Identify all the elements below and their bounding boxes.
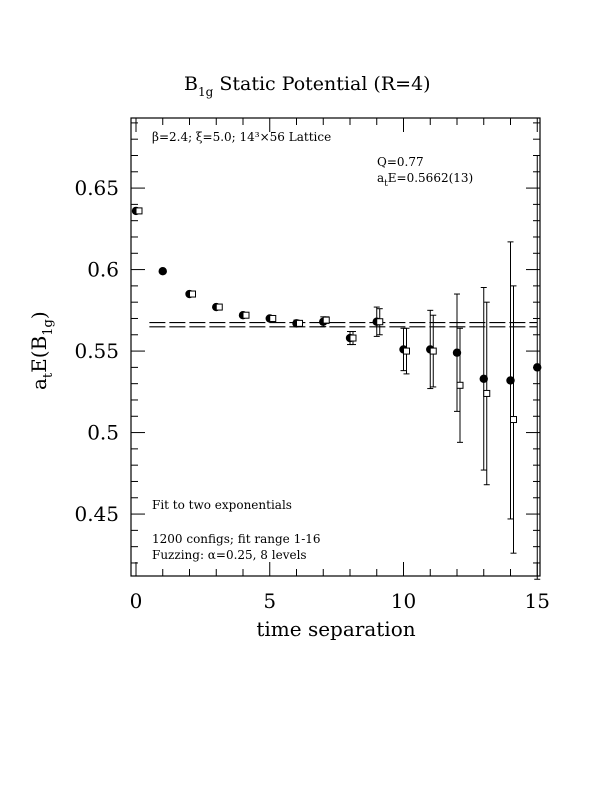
x-tick-label: 10 bbox=[391, 589, 416, 613]
data-point-circle bbox=[158, 267, 167, 276]
energy-label: atE=0.5662(13) bbox=[377, 171, 473, 189]
axis-ticks: 0 5 10 15 0.45 0.5 0.55 0.6 0.65 bbox=[74, 118, 550, 613]
x-tick-label: 5 bbox=[263, 589, 276, 613]
x-axis-label: time separation bbox=[256, 617, 415, 641]
data-point-square bbox=[456, 381, 464, 389]
data-point-square bbox=[376, 318, 384, 326]
data-point-square bbox=[429, 347, 437, 355]
x-tick-label: 15 bbox=[525, 589, 550, 613]
y-tick-label: 0.5 bbox=[87, 421, 119, 445]
chart-title: B1g Static Potential (R=4) bbox=[184, 73, 431, 99]
data-point-circle bbox=[533, 363, 542, 372]
data-marks bbox=[131, 154, 542, 580]
data-point-square bbox=[322, 316, 330, 324]
y-tick-label: 0.65 bbox=[74, 176, 119, 200]
data-point-square bbox=[269, 314, 277, 322]
configs-label: 1200 configs; fit range 1-16 bbox=[152, 532, 321, 546]
fuzzing-label: Fuzzing: α=0.25, 8 levels bbox=[152, 548, 307, 562]
fit-band bbox=[149, 322, 538, 328]
data-point-square bbox=[510, 416, 517, 424]
data-point-circle bbox=[452, 348, 462, 357]
data-point-square bbox=[189, 290, 196, 298]
data-point-circle bbox=[506, 376, 515, 385]
y-tick-label: 0.55 bbox=[74, 339, 119, 363]
data-point-square bbox=[242, 311, 250, 319]
lattice-label: β=2.4; ξ=5.0; 14³×56 Lattice bbox=[152, 130, 331, 144]
x-tick-label: 0 bbox=[130, 589, 143, 613]
y-tick-label: 0.6 bbox=[87, 258, 119, 282]
data-point-square bbox=[135, 207, 143, 215]
data-point-square bbox=[483, 389, 491, 397]
data-point-square bbox=[403, 347, 410, 355]
plot-frame bbox=[130, 117, 541, 577]
data-point-square bbox=[215, 303, 223, 311]
data-point-square bbox=[296, 319, 303, 327]
data-point-square bbox=[349, 334, 357, 342]
q-label: Q=0.77 bbox=[377, 155, 424, 169]
y-tick-label: 0.45 bbox=[74, 502, 119, 526]
data-point-circle bbox=[479, 374, 488, 383]
y-axis-label: atE(B1g) bbox=[27, 311, 56, 390]
fit-type-label: Fit to two exponentials bbox=[152, 498, 292, 512]
